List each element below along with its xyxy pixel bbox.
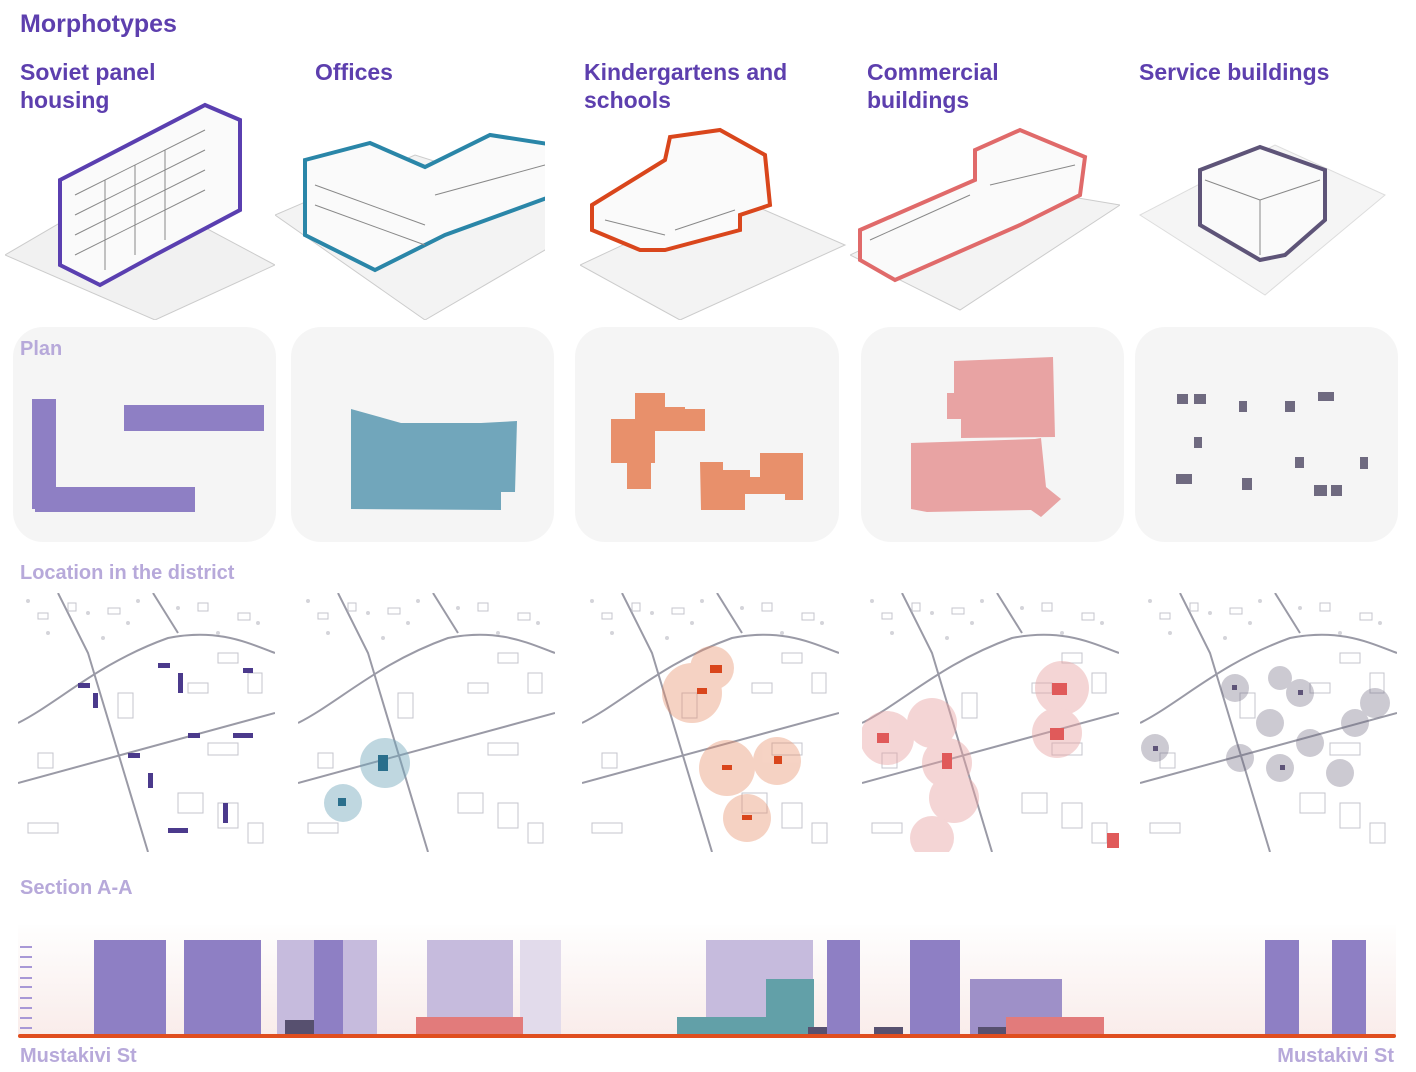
heading-service-buildings: Service buildings bbox=[1139, 59, 1330, 85]
illustration-service-buildings bbox=[1135, 95, 1405, 320]
height-tick bbox=[20, 1007, 32, 1009]
heading-offices: Offices bbox=[315, 59, 393, 85]
section-bar-housing bbox=[94, 940, 166, 1035]
plan-card-soviet-panel-housing bbox=[13, 327, 276, 542]
height-tick bbox=[20, 986, 32, 988]
section-bar-service bbox=[874, 1027, 903, 1035]
plan-card-service-buildings bbox=[1135, 327, 1398, 542]
height-tick bbox=[20, 1027, 32, 1029]
location-map-soviet-panel-housing bbox=[18, 593, 275, 852]
illustration-kindergartens-schools bbox=[578, 95, 850, 321]
section-bar-kindergarten bbox=[416, 1017, 523, 1035]
section-bar-housing-far bbox=[520, 940, 561, 1035]
height-tick bbox=[20, 1017, 32, 1019]
street-label-right: Mustakivi St bbox=[1277, 1045, 1394, 1067]
section-bar-office bbox=[677, 1017, 767, 1035]
section-label-location: Location in the district bbox=[20, 562, 235, 584]
section-bar-service bbox=[808, 1027, 836, 1035]
location-map-offices bbox=[298, 593, 555, 852]
height-tick bbox=[20, 977, 32, 979]
plan-card-offices bbox=[291, 327, 554, 542]
section-bar-housing bbox=[910, 940, 960, 1035]
section-aa-diagram bbox=[18, 925, 1396, 1037]
plan-card-commercial-buildings bbox=[861, 327, 1124, 542]
height-tick bbox=[20, 946, 32, 948]
location-map-kindergartens-schools bbox=[582, 593, 839, 852]
ground-line bbox=[18, 1034, 1396, 1038]
height-tick bbox=[20, 966, 32, 968]
heading-soviet-panel-housing: Soviet panel housing bbox=[20, 59, 156, 113]
plan-card-kindergartens-schools bbox=[575, 327, 839, 542]
section-bar-service bbox=[285, 1020, 314, 1035]
section-bar-housing bbox=[314, 940, 343, 1035]
illustration-soviet-panel-housing bbox=[3, 95, 277, 321]
street-label-left: Mustakivi St bbox=[20, 1045, 137, 1067]
section-label-section-aa: Section A-A bbox=[20, 877, 133, 899]
section-bar-office bbox=[766, 979, 814, 1035]
illustration-offices bbox=[273, 95, 607, 321]
section-bar-service bbox=[978, 1027, 1006, 1035]
illustration-commercial-buildings bbox=[848, 95, 1122, 320]
section-bar-housing bbox=[827, 940, 860, 1035]
section-bar-housing bbox=[184, 940, 261, 1035]
heading-kindergartens-schools: Kindergartens and schools bbox=[584, 59, 788, 113]
section-bar-housing bbox=[1332, 940, 1366, 1035]
height-tick bbox=[20, 956, 32, 958]
location-map-service-buildings bbox=[1140, 593, 1397, 852]
location-map-commercial-buildings bbox=[862, 593, 1119, 852]
heading-commercial-buildings: Commercial buildings bbox=[867, 59, 999, 113]
section-bar-commercial bbox=[1006, 1017, 1104, 1035]
section-label-plan: Plan bbox=[20, 338, 63, 360]
height-tick bbox=[20, 997, 32, 999]
page-title: Morphotypes bbox=[20, 10, 177, 38]
section-bar-housing bbox=[1265, 940, 1299, 1035]
